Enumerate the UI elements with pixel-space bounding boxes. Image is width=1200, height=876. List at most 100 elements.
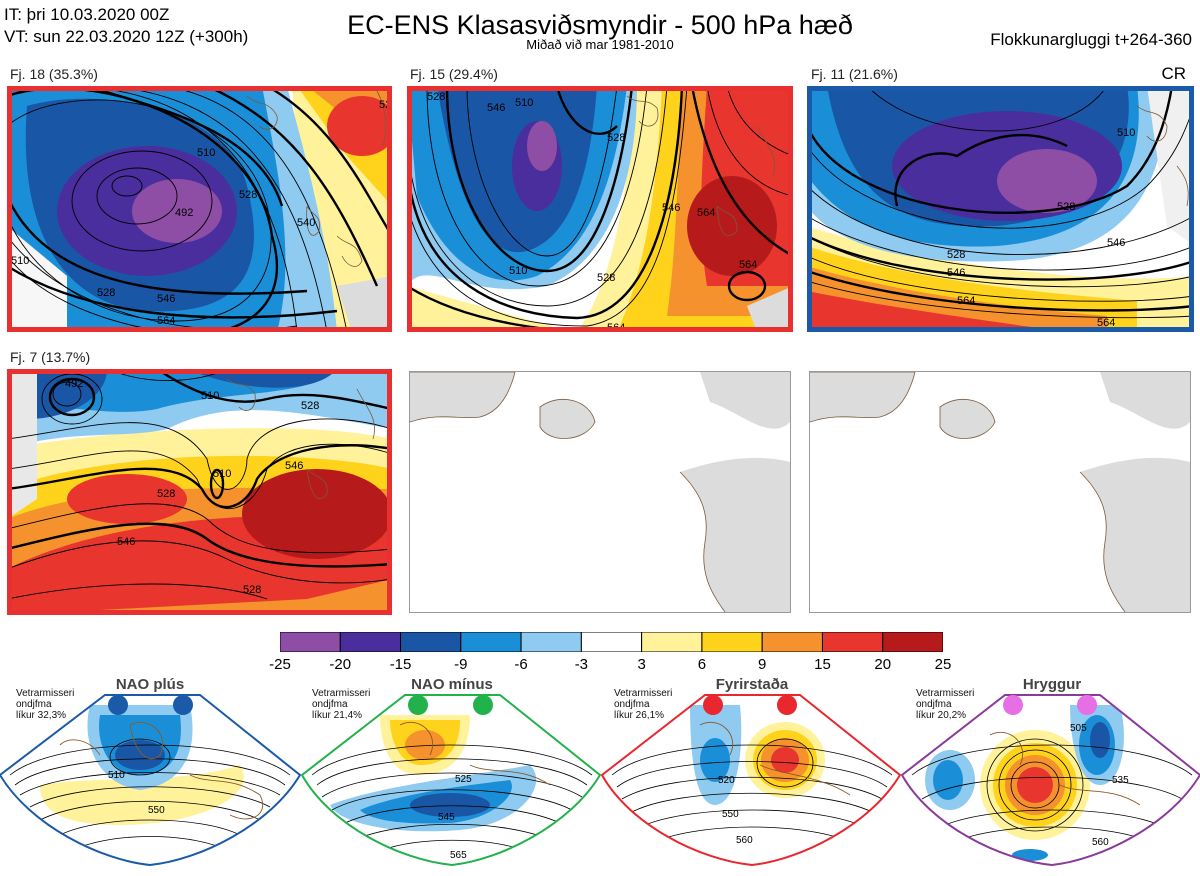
- regime-contour: 565: [450, 850, 467, 861]
- colorbar-bin: [821, 631, 884, 653]
- colorbar-tick-label: 25: [934, 656, 952, 673]
- regime-3-title: Fyrirstaða: [715, 676, 789, 693]
- regime-2-border: [300, 694, 602, 867]
- page-subtitle: Miðað við mar 1981-2010: [526, 37, 674, 52]
- regime-contour: 510: [108, 770, 125, 781]
- contour-label: 564: [739, 259, 757, 271]
- empty-map-1: [409, 371, 791, 613]
- contour-label: 564: [697, 207, 715, 219]
- colorbar-tick-label: 3: [637, 656, 646, 673]
- contour-label: 528: [597, 272, 615, 284]
- regime-2-dot: [408, 695, 428, 715]
- regime-contour: 550: [148, 805, 165, 816]
- contour-label: 528: [97, 287, 115, 299]
- colorbar-bin: [761, 631, 823, 653]
- colorbar-bin: [279, 631, 341, 653]
- init-time: IT: þri 10.03.2020 00Z: [4, 5, 170, 24]
- contour-label: 528: [1057, 201, 1075, 213]
- colorbar-bin: [641, 631, 703, 653]
- cluster-3-label: Fj. 11 (21.6%): [811, 66, 898, 82]
- cluster-4-border: [7, 369, 392, 615]
- cluster-1-map: 528 510 492 528 510 528 546 564 540: [7, 86, 392, 332]
- contour-label: 564: [157, 315, 175, 327]
- contour-label: 546: [1107, 237, 1125, 249]
- regime-1-info: Vetrarmisseri ondjfma líkur 32,3%: [16, 688, 74, 721]
- contour-label: 528: [607, 132, 625, 144]
- valid-time: VT: sun 22.03.2020 12Z (+300h): [4, 27, 249, 46]
- contour-label: 492: [175, 207, 193, 219]
- colorbar-tick-label: -3: [574, 656, 589, 673]
- contour-label: 546: [487, 102, 505, 114]
- regime-1-title: NAO plús: [115, 676, 185, 693]
- page-title: EC-ENS Klasasviðsmyndir - 500 hPa hæð: [347, 10, 853, 40]
- regime-metric: ondjfma: [614, 699, 650, 710]
- regime-season: Vetrarmisseri: [16, 688, 75, 699]
- regime-2-info: Vetrarmisseri ondjfma líkur 21,4%: [312, 688, 370, 721]
- contour-label: 528: [427, 91, 445, 103]
- cluster-3-tag: CR: [1161, 64, 1186, 83]
- regime-row: 510 550 5: [0, 675, 1200, 871]
- contour-label: 492: [65, 378, 83, 390]
- regime-1-border: [0, 694, 302, 867]
- contour-label: 564: [957, 295, 975, 307]
- contour-label: 510: [11, 255, 29, 267]
- regime-season: Vetrarmisseri: [312, 688, 371, 699]
- regime-3-dot: [703, 695, 723, 715]
- cluster-4-label: Fj. 7 (13.7%): [10, 349, 91, 365]
- colorbar-bin: [460, 631, 522, 653]
- regime-prob: líkur 32,3%: [16, 710, 67, 721]
- regime-2-title: NAO mínus: [411, 676, 493, 693]
- regime-4-dot: [1077, 695, 1097, 715]
- cluster-2-label: Fj. 15 (29.4%): [410, 66, 498, 82]
- colorbar-bin: [882, 631, 944, 653]
- window-label: Flokkunargluggi t+264-360: [990, 30, 1192, 49]
- regime-contour: 535: [1112, 775, 1129, 786]
- regime-contour: 545: [438, 812, 455, 823]
- cluster-1-label: Fj. 18 (35.3%): [10, 66, 98, 82]
- colorbar-bin: [520, 631, 582, 653]
- regime-4-title: Hryggur: [1022, 676, 1082, 693]
- regime-3-dot: [777, 695, 797, 715]
- cluster-3-map: 510 528 546 564 528 546 564: [807, 86, 1194, 332]
- regime-contour: 560: [1092, 837, 1109, 848]
- regime-prob: líkur 20,2%: [916, 710, 967, 721]
- colorbar: [279, 631, 944, 653]
- regime-contour: 525: [455, 774, 472, 785]
- regime-contour: 520: [718, 775, 735, 786]
- regime-4-border: [900, 694, 1200, 867]
- header-center: EC-ENS Klasasviðsmyndir - 500 hPa hæð Mi…: [300, 10, 900, 51]
- contour-label: 528: [947, 249, 965, 261]
- colorbar-tick-label: 6: [697, 656, 707, 673]
- contour-label: 510: [197, 147, 215, 159]
- regime-metric: ondjfma: [312, 699, 348, 710]
- colorbar-bin: [580, 631, 643, 653]
- regime-contour: 550: [722, 809, 739, 820]
- regime-1-dot: [173, 695, 193, 715]
- contour-label: 510: [201, 390, 219, 402]
- contour-label: 546: [117, 536, 135, 548]
- contour-label: 546: [157, 293, 175, 305]
- cluster-4-map: 492 510 528 546 510 528 546 528: [7, 369, 392, 615]
- regime-prob: líkur 21,4%: [312, 710, 363, 721]
- contour-label: 546: [662, 202, 680, 214]
- colorbar-tick-label: -15: [389, 656, 412, 673]
- contour-label: 510: [509, 265, 527, 277]
- regime-contour: 560: [736, 835, 753, 846]
- colorbar-tick-label: 9: [758, 656, 767, 673]
- regime-4-dot: [1003, 695, 1023, 715]
- cluster-1-border: [7, 86, 392, 332]
- contour-label: 528: [157, 488, 175, 500]
- regime-metric: ondjfma: [16, 699, 52, 710]
- colorbar-tick-label: 20: [874, 656, 892, 673]
- contour-label: 528: [301, 400, 319, 412]
- colorbar-bin: [339, 631, 402, 653]
- regime-contour: 505: [1070, 723, 1087, 734]
- regime-2-dot: [473, 695, 493, 715]
- regime-4-info: Vetrarmisseri ondjfma líkur 20,2%: [916, 688, 974, 721]
- empty-map-2: [809, 371, 1191, 613]
- header-left: IT: þri 10.03.2020 00Z VT: sun 22.03.202…: [4, 4, 248, 48]
- regime-3-border: [600, 694, 902, 867]
- cluster-2-map: 528 510 546 528 510 564 546 528 564 564: [407, 86, 793, 332]
- contour-label: 510: [515, 97, 533, 109]
- contour-label: 546: [285, 460, 303, 472]
